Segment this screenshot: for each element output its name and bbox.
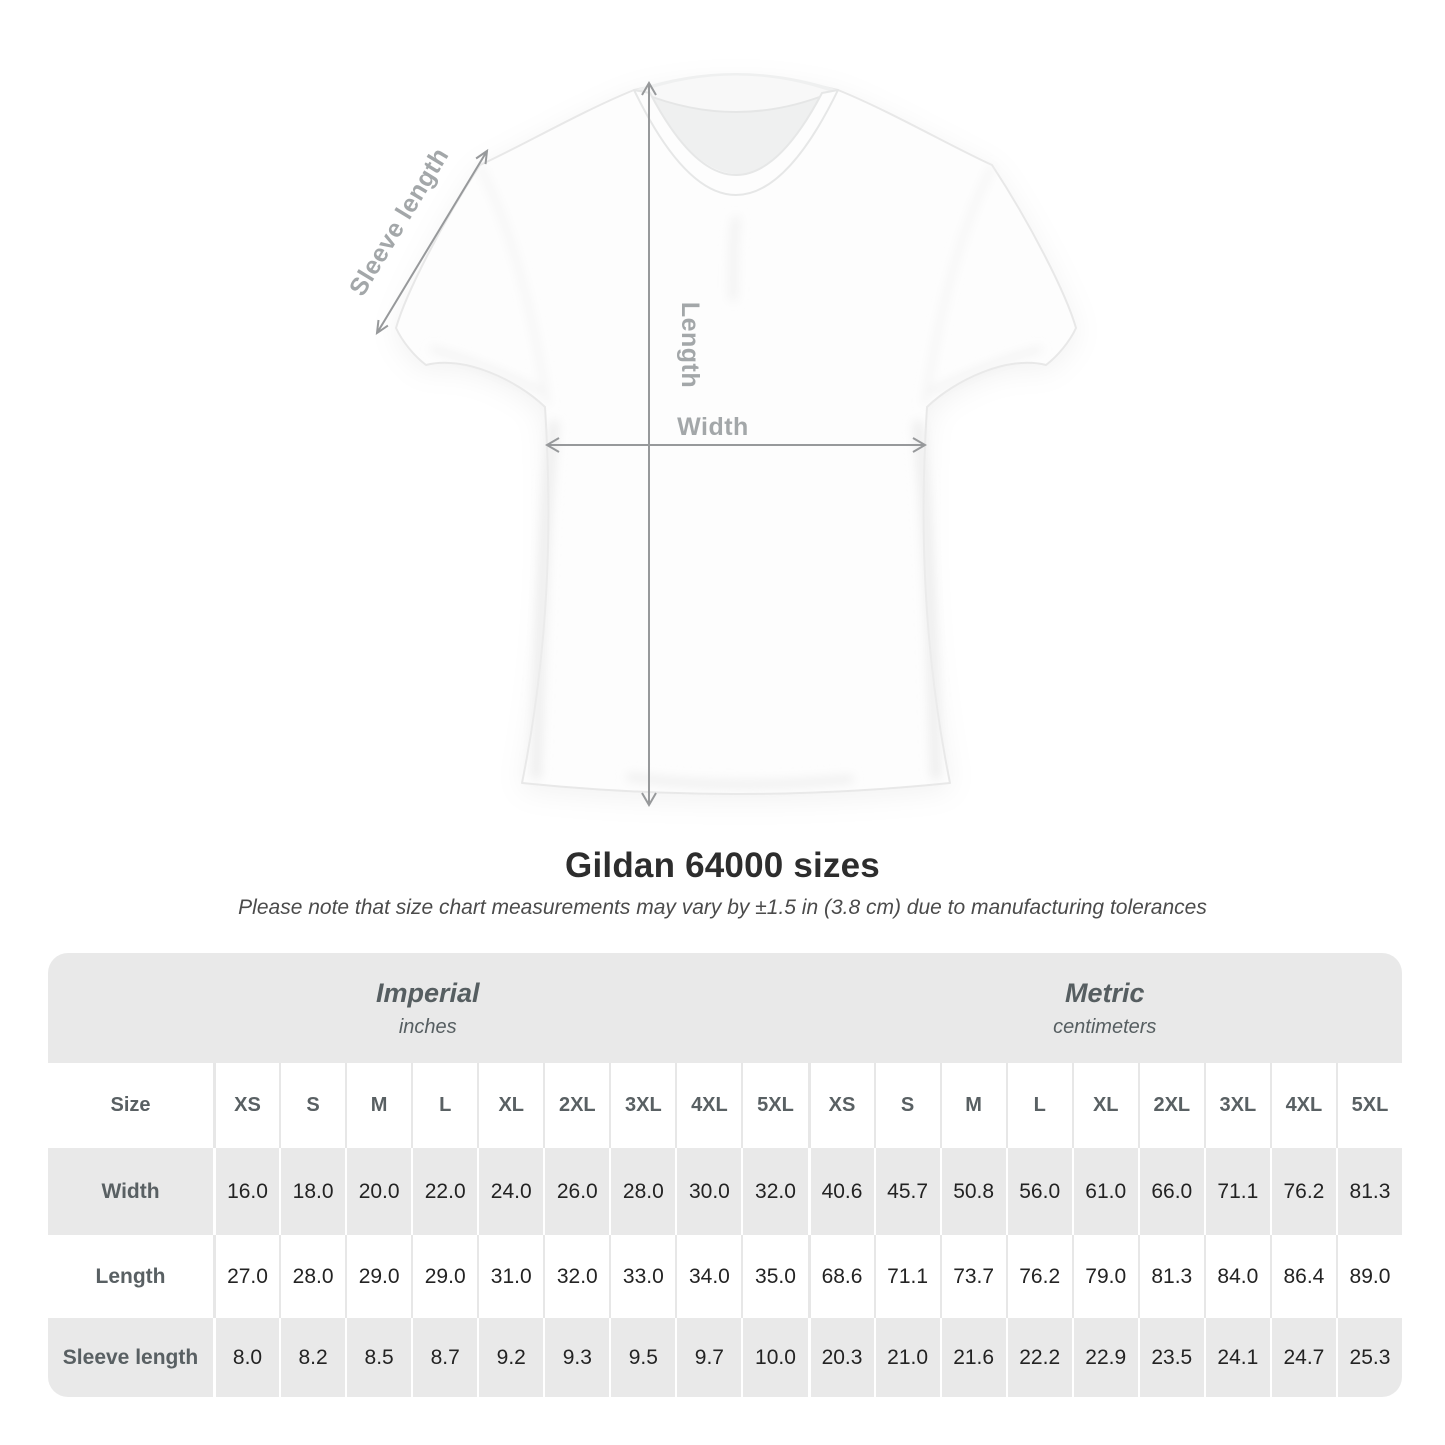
size-col-header: 4XL — [675, 1063, 742, 1148]
size-col-header: M — [939, 1063, 1006, 1148]
table-cell: 8.0 — [213, 1318, 280, 1397]
table-cell: 8.2 — [279, 1318, 346, 1397]
size-col-header: L — [1005, 1063, 1072, 1148]
tshirt-figure: Sleeve length Length Width — [344, 73, 1077, 807]
table-cell: 22.9 — [1071, 1318, 1138, 1397]
metric-section-unit: centimeters — [1053, 1015, 1157, 1038]
width-label: Width — [677, 413, 749, 441]
collar — [633, 73, 839, 196]
table-cell: 28.0 — [279, 1235, 346, 1318]
size-col-header: L — [411, 1063, 478, 1148]
size-col-header: XL — [1071, 1063, 1138, 1148]
table-cell: 66.0 — [1137, 1148, 1204, 1235]
table-cell: 22.0 — [411, 1148, 478, 1235]
size-col-header: 3XL — [1203, 1063, 1270, 1148]
imperial-section-unit: inches — [398, 1015, 457, 1038]
table-cell: 61.0 — [1071, 1148, 1138, 1235]
row-label: Width — [48, 1148, 213, 1235]
table-cell: 22.2 — [1005, 1318, 1072, 1397]
table-cell: 71.1 — [1203, 1148, 1270, 1235]
table-cell: 29.0 — [411, 1235, 478, 1318]
table-cell: 8.5 — [345, 1318, 412, 1397]
table-cell: 29.0 — [345, 1235, 412, 1318]
width-arrow — [545, 437, 927, 453]
table-cell: 86.4 — [1269, 1235, 1336, 1318]
tolerance-note: Please note that size chart measurements… — [238, 896, 1207, 919]
table-cell: 32.0 — [741, 1148, 808, 1235]
size-col-header: XL — [477, 1063, 544, 1148]
table-cell: 31.0 — [477, 1235, 544, 1318]
sleeve-length-arrow — [375, 148, 489, 336]
table-cell: 9.2 — [477, 1318, 544, 1397]
table-cell: 26.0 — [543, 1148, 610, 1235]
table-cell: 79.0 — [1071, 1235, 1138, 1318]
table-cell: 68.6 — [807, 1235, 874, 1318]
table-cell: 45.7 — [873, 1148, 940, 1235]
table-cell: 21.0 — [873, 1318, 940, 1397]
table-cell: 73.7 — [939, 1235, 1006, 1318]
table-cell: 30.0 — [675, 1148, 742, 1235]
table-cell: 20.3 — [807, 1318, 874, 1397]
table-cell: 33.0 — [609, 1235, 676, 1318]
size-col-header: 3XL — [609, 1063, 676, 1148]
metric-section-header: Metric centimeters — [807, 953, 1402, 1063]
fabric-shading — [430, 165, 1042, 789]
table-cell: 8.7 — [411, 1318, 478, 1397]
table-cell: 27.0 — [213, 1235, 280, 1318]
row-label: Sleeve length — [48, 1318, 213, 1397]
table-cell: 25.3 — [1335, 1318, 1402, 1397]
size-col-header: S — [873, 1063, 940, 1148]
table-cell: 28.0 — [609, 1148, 676, 1235]
page-title: Gildan 64000 sizes — [565, 846, 880, 885]
table-cell: 84.0 — [1203, 1235, 1270, 1318]
table-cell: 9.7 — [675, 1318, 742, 1397]
table-cell: 24.1 — [1203, 1318, 1270, 1397]
table-cell: 71.1 — [873, 1235, 940, 1318]
table-cell: 18.0 — [279, 1148, 346, 1235]
table-cell: 9.5 — [609, 1318, 676, 1397]
length-label: Length — [676, 302, 704, 388]
size-col-header: 5XL — [1335, 1063, 1402, 1148]
size-col-header: XS — [213, 1063, 280, 1148]
row-label: Length — [48, 1235, 213, 1318]
table-cell: 50.8 — [939, 1148, 1006, 1235]
table-cell: 21.6 — [939, 1318, 1006, 1397]
size-col-header: S — [279, 1063, 346, 1148]
size-table: Imperial inches Metric centimeters Size X… — [48, 953, 1402, 1397]
tshirt-diagram: Sleeve length Length Width — [330, 35, 1100, 825]
table-cell: 40.6 — [807, 1148, 874, 1235]
table-cell: 56.0 — [1005, 1148, 1072, 1235]
imperial-section-header: Imperial inches — [48, 953, 808, 1063]
table-cell: 35.0 — [741, 1235, 808, 1318]
table-cell: 89.0 — [1335, 1235, 1402, 1318]
table-cell: 81.3 — [1335, 1148, 1402, 1235]
table-cell: 9.3 — [543, 1318, 610, 1397]
table-cell: 23.5 — [1137, 1318, 1204, 1397]
size-col-header: 4XL — [1269, 1063, 1336, 1148]
table-cell: 32.0 — [543, 1235, 610, 1318]
table-cell: 20.0 — [345, 1148, 412, 1235]
size-corner-label: Size — [48, 1063, 213, 1148]
size-col-header: 2XL — [543, 1063, 610, 1148]
size-col-header: XS — [807, 1063, 874, 1148]
size-col-header: 5XL — [741, 1063, 808, 1148]
table-cell: 76.2 — [1005, 1235, 1072, 1318]
imperial-section-label: Imperial — [375, 977, 480, 1008]
table-cell: 34.0 — [675, 1235, 742, 1318]
table-cell: 16.0 — [213, 1148, 280, 1235]
table-cell: 24.7 — [1269, 1318, 1336, 1397]
table-cell: 24.0 — [477, 1148, 544, 1235]
table-cell: 10.0 — [741, 1318, 808, 1397]
metric-section-label: Metric — [1064, 977, 1145, 1008]
table-cell: 81.3 — [1137, 1235, 1204, 1318]
size-col-header: M — [345, 1063, 412, 1148]
table-cell: 76.2 — [1269, 1148, 1336, 1235]
size-col-header: 2XL — [1137, 1063, 1204, 1148]
